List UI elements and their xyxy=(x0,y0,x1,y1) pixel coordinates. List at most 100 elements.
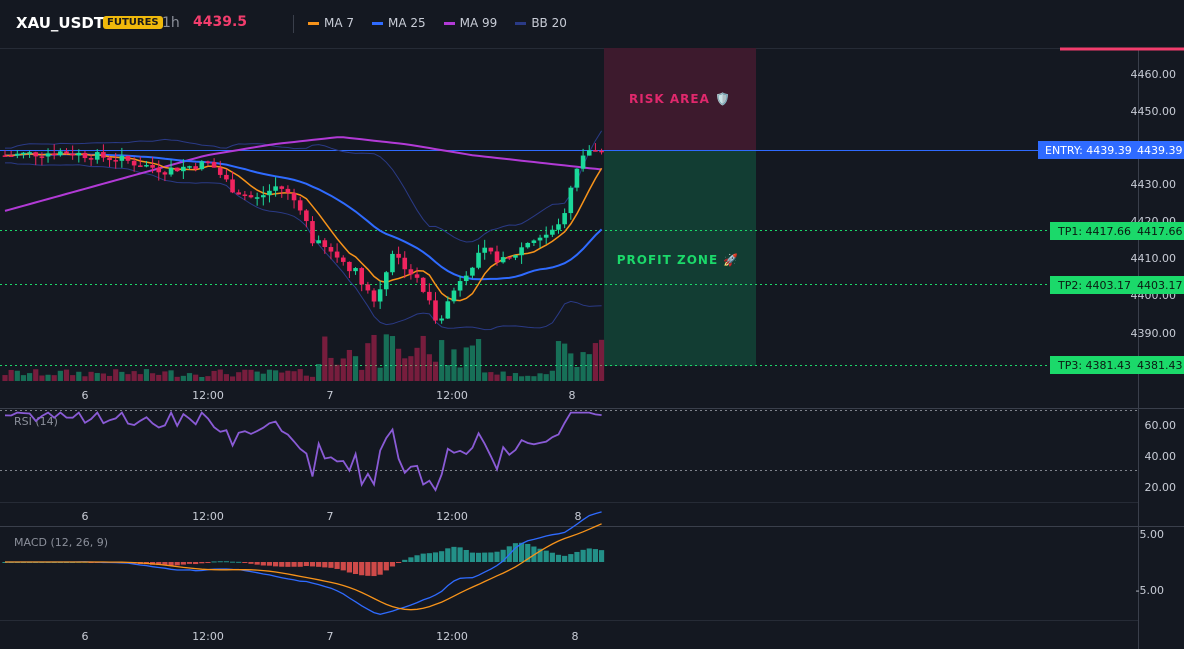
tp3-tag[interactable]: TP3: 4381.43 4381.43 xyxy=(1050,356,1184,374)
macd-histogram-bar xyxy=(475,552,482,562)
candle-body xyxy=(279,186,285,189)
ma25-line xyxy=(5,152,603,281)
volume-bar xyxy=(174,376,180,381)
tp1-axis-value: 4417.66 xyxy=(1137,225,1183,238)
candle-body xyxy=(537,237,543,241)
macd-histogram-bar xyxy=(586,548,592,562)
volume-bar xyxy=(482,372,488,381)
macd-histogram-bar xyxy=(186,562,193,564)
volume-bar xyxy=(125,374,131,381)
candle-body xyxy=(27,152,32,154)
volume-bar xyxy=(574,366,580,381)
volume-bar xyxy=(193,374,199,381)
legend-ma25[interactable]: MA 25 xyxy=(372,16,426,30)
candle-body xyxy=(224,174,229,180)
candle-body xyxy=(599,150,604,153)
candle-body xyxy=(316,240,321,244)
candle-body xyxy=(580,155,586,169)
candle-body xyxy=(64,151,69,154)
volume-bar xyxy=(445,365,451,381)
symbol-title[interactable]: XAU_USDT xyxy=(16,14,105,32)
candle-body xyxy=(70,153,75,156)
candle-body xyxy=(94,152,100,160)
volume-bar xyxy=(328,357,334,381)
tp2-tag[interactable]: TP2: 4403.17 4403.17 xyxy=(1050,276,1184,294)
candle-body xyxy=(470,267,475,276)
candle-body xyxy=(193,166,198,170)
candle-body xyxy=(550,229,555,235)
time-axis-main: 6 12:00 7 12:00 8 xyxy=(82,389,576,402)
volume-bar xyxy=(408,356,414,381)
tp2-axis-value: 4403.17 xyxy=(1137,279,1183,292)
candlesticks[interactable] xyxy=(2,143,604,324)
macd-title: MACD (12, 26, 9) xyxy=(14,536,108,549)
legend-ma7[interactable]: MA 7 xyxy=(308,16,354,30)
candle-body xyxy=(21,152,26,155)
volume-bar xyxy=(88,371,94,381)
candle-body xyxy=(347,261,352,272)
risk-zone xyxy=(604,48,756,151)
legend-ma99[interactable]: MA 99 xyxy=(443,16,498,30)
candle-body xyxy=(199,161,205,170)
candle-body xyxy=(328,247,334,252)
time-tick: 7 xyxy=(327,389,334,402)
macd-histogram-bar xyxy=(291,562,297,567)
timeframe-label[interactable]: 1h xyxy=(162,15,180,31)
volume-bar xyxy=(359,369,365,381)
macd-signal-line xyxy=(5,523,602,611)
macd-histogram-bar xyxy=(568,554,574,562)
volume-bar xyxy=(555,341,562,381)
volume-bar xyxy=(180,375,186,381)
tp1-tag[interactable]: TP1: 4417.66 4417.66 xyxy=(1050,222,1184,240)
tp3-tag-label: TP3: 4381.43 xyxy=(1057,359,1131,372)
volume-bar xyxy=(273,370,279,381)
time-tick: 12:00 xyxy=(192,389,224,402)
candle-body xyxy=(211,161,217,168)
volume-bar xyxy=(543,374,549,381)
candle-body xyxy=(125,155,131,161)
macd-histogram-bar xyxy=(180,562,186,565)
moving-averages xyxy=(4,136,603,302)
legend-bb20[interactable]: BB 20 xyxy=(515,16,567,30)
macd-histogram-bar xyxy=(592,549,598,562)
macd-histogram-bar xyxy=(432,552,439,562)
volume-bar xyxy=(217,369,223,381)
volume-bar xyxy=(45,374,51,381)
volume-bar xyxy=(82,376,88,381)
entry-axis-value: 4439.39 xyxy=(1137,144,1183,157)
macd-histogram-bar xyxy=(537,548,543,562)
candle-body xyxy=(377,289,383,302)
macd-line xyxy=(5,511,602,615)
macd-histogram-bar xyxy=(555,554,562,562)
candle-body xyxy=(519,247,524,256)
candle-body xyxy=(568,187,574,214)
candle-body xyxy=(51,153,57,156)
macd-histogram-bar xyxy=(371,562,377,577)
volume-bar xyxy=(291,371,297,381)
volume-bar xyxy=(279,372,285,381)
entry-tag[interactable]: ENTRY: 4439.39 4439.39 xyxy=(1038,141,1184,159)
time-tick: 6 xyxy=(82,389,89,402)
rsi-tick: 60.00 xyxy=(1145,419,1177,432)
volume-bar xyxy=(506,376,512,381)
macd-histogram-bar xyxy=(352,562,359,574)
macd-histogram-bar xyxy=(223,561,229,563)
volume-bar xyxy=(525,375,531,381)
macd-histogram-bar xyxy=(229,561,236,563)
volume-bar xyxy=(316,364,322,381)
candle-body xyxy=(340,257,346,262)
candle-body xyxy=(445,301,451,319)
macd-histogram-bar xyxy=(598,550,605,562)
candle-body xyxy=(322,240,328,248)
legend-ma99-label: MA 99 xyxy=(459,16,498,30)
legend-bb20-label: BB 20 xyxy=(531,16,567,30)
volume-bar xyxy=(156,374,162,381)
ma7-line xyxy=(5,153,603,302)
candle-body xyxy=(254,197,260,199)
candle-body xyxy=(162,172,168,175)
macd-histogram-bar xyxy=(217,561,223,563)
volume-bar xyxy=(309,376,316,381)
volume-bar xyxy=(242,369,248,381)
volume-bar xyxy=(562,343,568,381)
